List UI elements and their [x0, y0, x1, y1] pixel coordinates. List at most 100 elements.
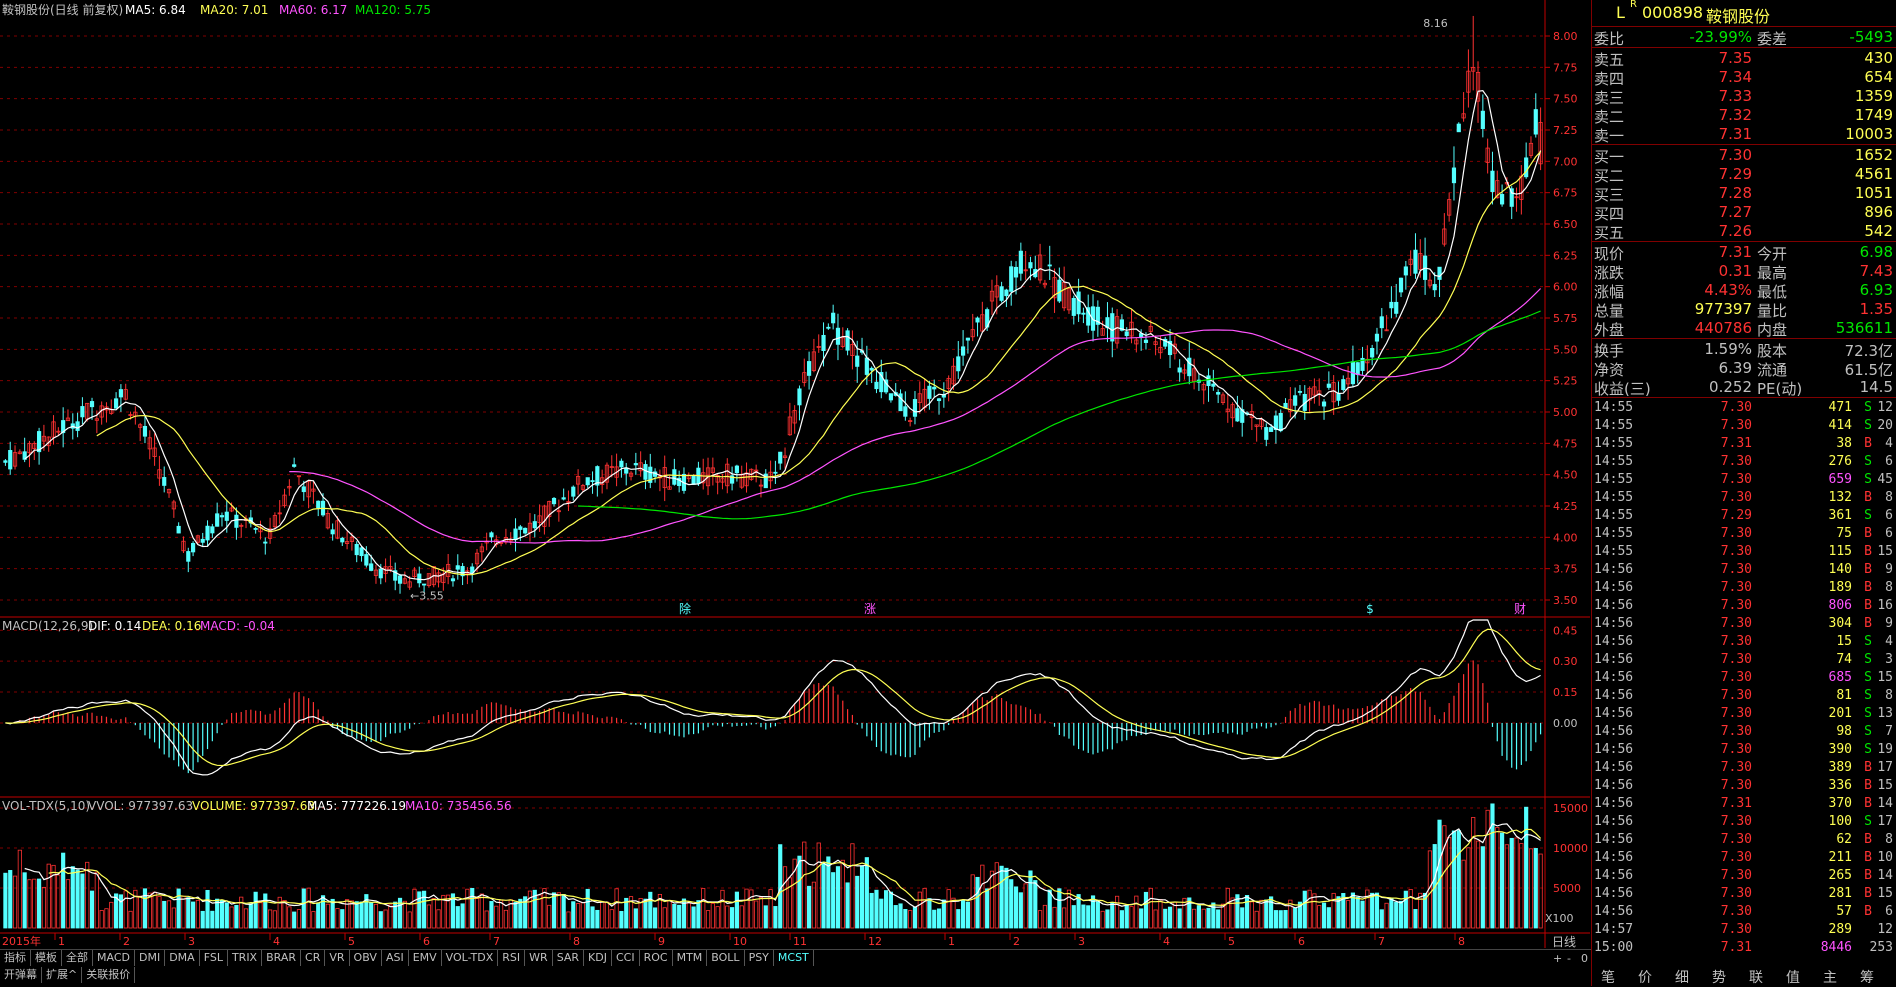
- candle-body: [306, 480, 311, 498]
- volume-bar: [1023, 883, 1028, 929]
- indicator-tab[interactable]: VOL-TDX: [442, 950, 499, 966]
- candle-body: [1269, 427, 1274, 432]
- candle-body: [1066, 288, 1072, 311]
- candle-body: [782, 455, 788, 458]
- volume-bar: [200, 910, 205, 929]
- side-tab[interactable]: 筹: [1860, 970, 1874, 986]
- candle-body: [1485, 147, 1490, 163]
- volume-bar: [1350, 892, 1355, 929]
- candle-body: [701, 472, 706, 484]
- side-tab[interactable]: 势: [1712, 970, 1726, 986]
- indicator-tab[interactable]: DMI: [135, 950, 166, 966]
- bottom-link[interactable]: 关联报价: [82, 967, 136, 983]
- side-tab[interactable]: 联: [1749, 970, 1763, 986]
- indicator-tab[interactable]: 全部: [62, 950, 93, 966]
- indicator-tab[interactable]: 指标: [0, 950, 31, 966]
- candle-body: [927, 385, 932, 399]
- indicator-tab[interactable]: OBV: [350, 950, 382, 966]
- volume-bar: [1148, 887, 1153, 929]
- volume-bar: [138, 895, 143, 929]
- volume-bar: [441, 894, 446, 929]
- volume-bar: [763, 905, 768, 929]
- indicator-tab[interactable]: VR: [325, 950, 350, 966]
- volume-bar: [123, 890, 128, 929]
- indicator-tab[interactable]: TRIX: [228, 950, 263, 966]
- volume-bar: [1451, 830, 1457, 929]
- x-month-label: 9: [658, 935, 665, 948]
- candle-body: [908, 420, 913, 422]
- y-tick-label: 7.00: [1553, 155, 1578, 168]
- indicator-tab[interactable]: RSI: [498, 950, 526, 966]
- candle-body: [118, 389, 123, 398]
- event-marker-bg: [1513, 601, 1527, 615]
- tick-side: S: [1864, 814, 1872, 829]
- candle-body: [1042, 282, 1047, 286]
- volume-bar: [61, 852, 66, 929]
- bottom-link[interactable]: 开弹幕: [0, 967, 42, 983]
- y-tick-label: 6.75: [1553, 187, 1578, 200]
- volume-bar: [561, 894, 566, 929]
- indicator-tab[interactable]: BOLL: [707, 950, 745, 966]
- kline-chart[interactable]: 3.50 3.75 4.00 4.25 4.50 4.75 5.00 5.25 5.50 5.75…: [0, 0, 1590, 986]
- candle-body: [1500, 194, 1505, 205]
- zoom-button[interactable]: -: [1567, 952, 1571, 965]
- volume-bar: [730, 907, 735, 929]
- tick-side: B: [1864, 562, 1872, 577]
- side-tab[interactable]: 主: [1823, 970, 1837, 986]
- zoom-button[interactable]: +: [1553, 952, 1562, 965]
- candle-body: [1201, 384, 1206, 391]
- zoom-button[interactable]: 0: [1581, 952, 1588, 965]
- side-tab[interactable]: 笔: [1601, 970, 1615, 986]
- volume-bar: [446, 894, 451, 929]
- candle-body: [1230, 404, 1235, 419]
- volume-bar: [1394, 901, 1399, 929]
- volume-bar: [195, 899, 200, 929]
- volume-bar: [1336, 896, 1341, 929]
- volume-bar: [850, 843, 855, 929]
- volume-bar: [725, 905, 730, 929]
- volume-bar: [1307, 889, 1312, 929]
- indicator-tab[interactable]: EMV: [409, 950, 442, 966]
- side-tab[interactable]: 价: [1638, 970, 1652, 986]
- indicator-tab[interactable]: 模板: [31, 950, 62, 966]
- indicator-tab[interactable]: WR: [525, 950, 553, 966]
- side-tab[interactable]: 值: [1786, 970, 1800, 986]
- tick-time: 14:56: [1594, 724, 1634, 739]
- indicator-tab[interactable]: CCI: [612, 950, 640, 966]
- indicator-tab[interactable]: CR: [301, 950, 326, 966]
- volume-bar: [1379, 909, 1384, 929]
- volume-bar: [75, 869, 80, 929]
- indicator-tab[interactable]: SAR: [553, 950, 585, 966]
- tick-volume: 390: [1828, 742, 1852, 757]
- indicator-tab[interactable]: FSL: [200, 950, 228, 966]
- candle-body: [1081, 312, 1086, 315]
- volume-bar: [576, 903, 581, 929]
- side-tab[interactable]: 细: [1675, 970, 1689, 986]
- divider: [1592, 397, 1896, 398]
- candle-body: [672, 469, 677, 485]
- tick-count: 9: [1885, 616, 1893, 631]
- tick-count: 253: [1869, 940, 1893, 955]
- candle-body: [792, 410, 797, 424]
- bottom-link[interactable]: 扩展^: [42, 967, 83, 983]
- candle-body: [1394, 301, 1399, 314]
- dea-line: [5, 628, 1541, 767]
- indicator-tab[interactable]: ROC: [640, 950, 673, 966]
- tick-price: 7.30: [1720, 652, 1752, 667]
- indicator-tab[interactable]: MTM: [673, 950, 708, 966]
- indicator-tab[interactable]: KDJ: [584, 950, 612, 966]
- tick-time: 14:56: [1594, 562, 1634, 577]
- indicator-tab[interactable]: DMA: [165, 950, 200, 966]
- candle-body: [210, 526, 215, 534]
- candle-body: [643, 464, 648, 480]
- x-month-label: 11: [793, 935, 807, 948]
- candle-body: [94, 418, 99, 421]
- indicator-tab[interactable]: PSY: [745, 950, 774, 966]
- volume-bar: [821, 861, 826, 929]
- volume-bar: [1524, 806, 1529, 929]
- volume-bar: [773, 906, 778, 929]
- indicator-tab[interactable]: ASI: [382, 950, 409, 966]
- indicator-tab[interactable]: BRAR: [262, 950, 302, 966]
- indicator-tab[interactable]: MCST: [774, 950, 814, 966]
- indicator-tab[interactable]: MACD: [93, 950, 135, 966]
